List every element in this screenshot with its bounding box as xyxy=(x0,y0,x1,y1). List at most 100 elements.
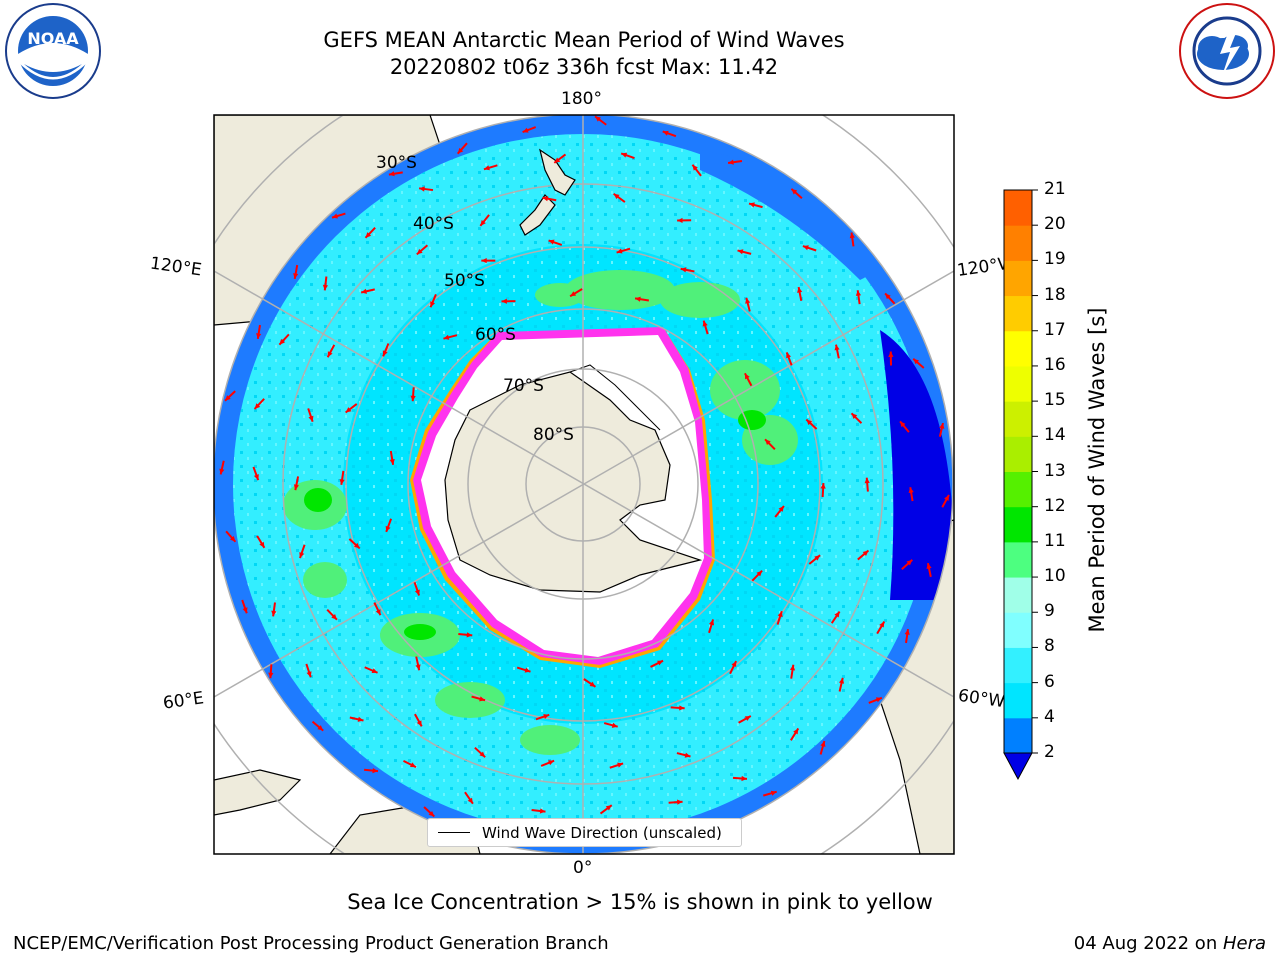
colorbar-segment xyxy=(1004,541,1032,578)
wave-arrow-head xyxy=(543,714,550,720)
colorbar-segment xyxy=(1004,401,1032,437)
wave-arrow-head xyxy=(481,258,487,264)
wave-arrow-head xyxy=(904,629,910,635)
wave-arrow-head xyxy=(621,152,628,158)
wave-arrow-head xyxy=(885,293,891,300)
wave-arrow-head xyxy=(219,468,225,475)
wave-arrow-head xyxy=(229,535,236,542)
wave-arrow-head xyxy=(327,351,333,358)
wave-arrow-head xyxy=(820,740,826,747)
wave-arrow-head xyxy=(345,407,352,413)
wave-arrow-head xyxy=(479,696,486,702)
colorbar-segment xyxy=(1004,330,1032,367)
graticule xyxy=(214,115,954,854)
wave-arrow-head xyxy=(548,239,555,245)
wave-arrow-head xyxy=(443,334,450,340)
wave-arrow-head xyxy=(554,157,561,163)
wave-arrow-head xyxy=(483,165,490,171)
wave-arrow-head xyxy=(737,249,744,255)
wave-arrow-head xyxy=(382,350,388,357)
wave-arrow-head xyxy=(613,193,620,200)
wave-arrow-head xyxy=(457,147,464,154)
colorbar-tick-label: 15 xyxy=(1044,390,1066,411)
wave-arrow-head xyxy=(539,808,546,814)
wave-arrow-head xyxy=(906,559,913,566)
wave-arrow-head xyxy=(415,664,421,671)
wave-arrow-head xyxy=(765,439,771,445)
wave-arrow-head xyxy=(299,552,305,559)
nws-logo xyxy=(1176,2,1278,100)
wave-arrow-head xyxy=(372,768,379,774)
wave-arrow-head xyxy=(802,245,809,251)
footer-date: 04 Aug 2022 on Hera xyxy=(1074,933,1266,954)
wave-arrow-head xyxy=(242,607,248,614)
wave-arrow-head xyxy=(617,762,624,768)
wave-arrow-head xyxy=(271,610,277,617)
colorbar-tick-label: 11 xyxy=(1044,530,1066,551)
wave-arrow-head xyxy=(466,632,473,638)
wave-arrow-head xyxy=(371,668,378,674)
wave-arrow-head xyxy=(786,352,792,359)
lat-label-30s: 30°S xyxy=(376,153,417,173)
lon-label-180: 180° xyxy=(561,89,602,109)
map-subtitle: 20220802 t06z 336h fcst Max: 11.42 xyxy=(389,55,779,79)
lat-label-60s: 60°S xyxy=(475,325,516,345)
colorbar-segment xyxy=(1004,717,1032,754)
lat-label-70s: 70°S xyxy=(503,376,544,396)
colorbar-segment xyxy=(1004,577,1032,613)
wave-arrow-head xyxy=(389,459,395,465)
wave-arrow-head xyxy=(225,395,231,401)
wave-arrow-head xyxy=(419,186,425,192)
wind-wave-arrows xyxy=(219,115,950,845)
new-zealand xyxy=(519,148,576,236)
lat-label-80s: 80°S xyxy=(533,425,574,445)
colorbar-tick-label: 19 xyxy=(1044,249,1066,270)
wave-arrow-head xyxy=(501,298,507,304)
svg-text:NOAA: NOAA xyxy=(27,29,79,48)
wave-arrow-head xyxy=(414,589,420,596)
colorbar-segment xyxy=(1004,506,1032,543)
colorbar-tick-label: 14 xyxy=(1044,425,1066,446)
colorbar-segment xyxy=(1004,436,1032,472)
wave-arrow-head xyxy=(595,116,601,122)
wave-arrow-head xyxy=(410,395,416,402)
colorbar-segment xyxy=(1004,260,1032,297)
wave-arrow-head xyxy=(480,220,486,226)
wave-arrow-head xyxy=(416,720,422,727)
wave-arrow-head xyxy=(479,751,486,758)
wave-arrow-head xyxy=(744,373,750,380)
colorbar-segment xyxy=(1004,612,1032,648)
wave-arrow-head xyxy=(908,487,914,493)
colorbar-segment xyxy=(1004,682,1032,719)
wave-arrow-head xyxy=(259,541,265,548)
wave-arrow-head xyxy=(791,188,798,195)
legend-line-swatch xyxy=(438,832,470,833)
wave-arrow-head xyxy=(662,130,669,136)
wave-arrow-head xyxy=(855,290,862,296)
wave-arrow-head xyxy=(677,217,683,224)
colorbar-segment xyxy=(1004,295,1032,332)
noaa-logo: NOAA xyxy=(2,2,104,100)
wave-arrow-head xyxy=(388,171,395,177)
wave-arrow-head xyxy=(570,291,577,297)
wave-arrow-head xyxy=(331,614,337,620)
colorbar-tick-label: 6 xyxy=(1044,671,1055,692)
wave-arrow-head xyxy=(589,681,596,687)
sea-ice-note: Sea Ice Concentration > 15% is shown in … xyxy=(347,890,933,914)
wave-arrow-head xyxy=(385,525,391,532)
wave-arrow-head xyxy=(605,805,612,811)
colorbar-segment xyxy=(1004,471,1032,508)
colorbar-tick-label: 9 xyxy=(1044,601,1055,622)
wave-arrow-head xyxy=(256,333,262,339)
colorbar xyxy=(1003,189,1038,781)
wave-arrow-head xyxy=(657,660,664,666)
colorbar-tick-label: 10 xyxy=(1044,566,1066,587)
wave-arrow-head xyxy=(926,563,932,569)
wave-arrow-head xyxy=(548,760,555,766)
wave-arrow-head xyxy=(789,664,796,671)
wave-arrow-head xyxy=(806,419,813,426)
wave-arrow-head xyxy=(416,248,423,255)
wave-arrow-head xyxy=(467,797,473,804)
wave-arrow-head xyxy=(728,159,734,165)
wave-arrow-head xyxy=(268,672,274,679)
